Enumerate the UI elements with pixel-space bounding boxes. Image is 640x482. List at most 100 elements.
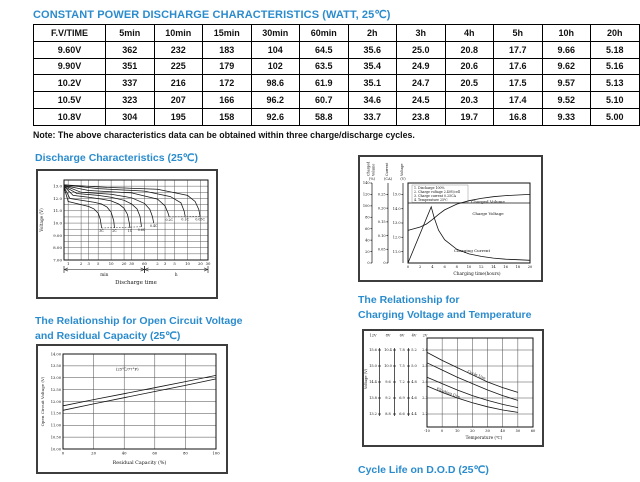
value-cell: 63.5 [299,57,349,76]
svg-text:4.6: 4.6 [411,396,417,400]
value-cell: 323 [105,91,155,109]
svg-text:Open Circuit Voltage (V): Open Circuit Voltage (V) [40,376,45,426]
svg-text:0.05: 0.05 [378,247,386,251]
svg-text:7.00: 7.00 [53,257,62,262]
row-label-cell: 10.2V [33,74,106,93]
svg-text:100: 100 [212,451,220,456]
axis-spans [63,266,209,273]
svg-text:4. Temperature 25℃: 4. Temperature 25℃ [414,198,448,202]
svg-text:Charge Voltage: Charge Voltage [472,211,504,216]
svg-text:0: 0 [367,261,369,265]
svg-text:5: 5 [173,261,176,266]
value-cell: 35.4 [347,57,397,76]
svg-text:10.0: 10.0 [53,220,62,225]
svg-text:12V: 12V [370,334,377,338]
svg-text:0: 0 [407,265,410,269]
svg-text:0.4C: 0.4C [150,224,158,228]
svg-text:4.4: 4.4 [411,412,417,416]
svg-text:Current: Current [385,162,389,176]
svg-text:2: 2 [419,265,421,269]
column-header: 3h [396,24,446,42]
value-cell: 183 [202,40,252,59]
value-cell: 61.9 [299,74,349,93]
axis-scale-0 [370,182,373,264]
ocv-chart-svg: 14.00 13.50 13.00 12.50 12.00 11.50 11.00 10.50… [40,352,220,466]
value-cell: 179 [202,57,252,76]
svg-text:0.25: 0.25 [378,193,386,197]
svg-text:2.4: 2.4 [422,380,428,384]
value-cell: 158 [202,107,252,126]
svg-text:2V: 2V [423,334,428,338]
svg-text:60: 60 [365,227,369,231]
svg-text:2. Charge voltage 2.40V/cell: 2. Charge voltage 2.40V/cell [414,190,460,194]
svg-text:80: 80 [183,451,188,456]
svg-text:0.05C: 0.05C [195,217,205,221]
svg-text:15.6: 15.6 [369,348,377,352]
svg-text:(25℃/77°F): (25℃/77°F) [116,367,139,372]
column-header: 60min [299,24,349,42]
svg-text:6.9: 6.9 [399,396,405,400]
svg-text:20: 20 [470,429,475,433]
series [63,184,201,229]
charge-temp-heading-line2: Charging Voltage and Temperature [358,309,532,321]
value-cell: 216 [153,74,203,93]
axis-scale-1 [386,183,389,264]
value-cell: 20.8 [444,40,494,59]
svg-text:12.0: 12.0 [393,235,401,239]
value-cell: 96.2 [250,91,300,109]
svg-text:13.50: 13.50 [51,364,62,368]
value-cell: 19.7 [444,107,494,126]
svg-text:(%): (%) [369,177,376,181]
svg-text:13.0: 13.0 [393,221,401,225]
svg-text:12.50: 12.50 [51,388,62,392]
svg-text:20: 20 [122,261,127,266]
row-label-cell: 9.90V [33,57,106,76]
value-cell: 16.8 [493,107,543,126]
svg-text:13.0: 13.0 [53,184,62,189]
svg-text:10.4: 10.4 [384,348,393,352]
row-label-cell: 10.8V [33,107,106,126]
svg-text:0.1C: 0.1C [181,217,189,221]
svg-text:16: 16 [503,265,508,269]
table-header-row: F.V/TIME 5min 10min 15min 30min 60min 2h 3h 4h 5h… [33,24,640,42]
svg-text:11.0: 11.0 [53,208,62,213]
svg-text:6: 6 [443,265,446,269]
svg-text:11.50: 11.50 [51,412,62,416]
value-cell: 5.18 [590,40,640,59]
svg-text:8.8: 8.8 [385,412,391,416]
cycle-life-heading: Cycle Life on D.O.D (25℃) [358,464,489,476]
value-cell: 5.16 [590,57,640,76]
table-body: 9.60V 362 232 183 104 64.5 35.6 25.0 20.8 17.7 9.6… [33,40,640,126]
charge-temp-heading-line1: The Relationship for [358,294,460,306]
value-cell: 166 [202,91,252,109]
svg-text:60: 60 [531,429,536,433]
svg-text:4.8: 4.8 [411,380,417,384]
value-cell: 17.5 [493,74,543,93]
svg-text:4: 4 [431,265,434,269]
svg-text:1: 1 [67,261,69,266]
svg-text:Charging time(hours): Charging time(hours) [453,272,500,277]
svg-text:30: 30 [485,429,490,433]
svg-text:12.00: 12.00 [51,400,62,404]
svg-text:11.00: 11.00 [51,424,62,428]
value-cell: 60.7 [299,91,349,109]
table-row: 10.5V 323 207 166 96.2 60.7 34.6 24.5 20.3 17.4 9.… [33,91,640,109]
svg-text:0.20: 0.20 [378,206,386,210]
svg-text:12.0: 12.0 [53,196,62,201]
svg-text:20: 20 [365,250,369,254]
constant-power-table: F.V/TIME 5min 10min 15min 30min 60min 2h 3h 4h 5h… [33,24,640,126]
value-cell: 9.52 [541,91,591,109]
ocv-heading-line2: and Residual Capacity (25℃) [35,330,181,342]
grid [62,353,217,450]
svg-text:(CA): (CA) [384,177,393,181]
series [62,375,217,411]
column-header: 30min [250,24,300,42]
svg-text:5.0: 5.0 [411,364,417,368]
column-header: 20h [590,24,640,42]
discharge-chart: 13.0 12.0 11.0 10.0 9.00 8.00 7.00 Voltage (V) 1… [36,169,218,299]
svg-text:60: 60 [152,451,157,456]
value-cell: 20.6 [444,57,494,76]
svg-text:20: 20 [91,451,96,456]
